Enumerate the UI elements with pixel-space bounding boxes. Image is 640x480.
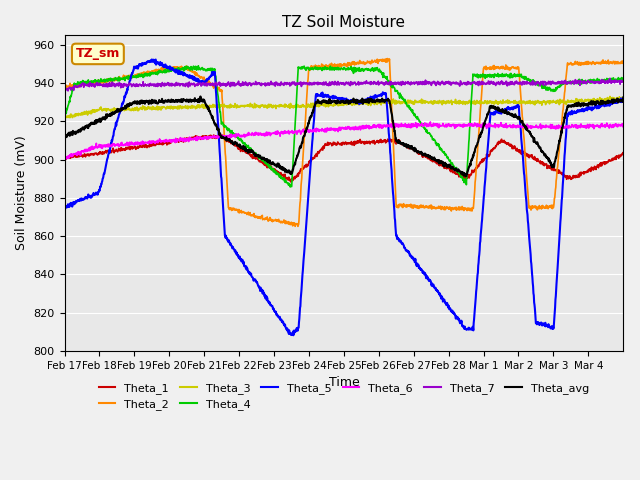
- Theta_7: [584, 78, 591, 84]
- Theta_1: [61, 155, 68, 160]
- Theta_avg: [61, 134, 68, 140]
- Theta_6: [347, 127, 355, 132]
- Line: Theta_7: Theta_7: [65, 79, 623, 91]
- Text: TZ_sm: TZ_sm: [76, 48, 120, 60]
- Theta_2: [314, 66, 321, 72]
- Theta_7: [620, 78, 627, 84]
- Y-axis label: Soil Moisture (mV): Soil Moisture (mV): [15, 136, 28, 251]
- X-axis label: Time: Time: [328, 376, 359, 389]
- Theta_4: [348, 64, 355, 70]
- Theta_5: [314, 92, 322, 97]
- Theta_7: [347, 79, 355, 84]
- Theta_avg: [446, 163, 454, 168]
- Theta_6: [620, 124, 627, 130]
- Theta_1: [161, 140, 168, 145]
- Theta_6: [72, 151, 79, 156]
- Theta_avg: [462, 173, 470, 179]
- Theta_6: [447, 123, 454, 129]
- Theta_avg: [196, 94, 204, 99]
- Theta_7: [72, 83, 79, 88]
- Theta_5: [584, 106, 592, 112]
- Line: Theta_1: Theta_1: [65, 135, 623, 182]
- Theta_7: [64, 88, 72, 94]
- Line: Theta_5: Theta_5: [65, 60, 623, 335]
- Theta_6: [426, 119, 434, 125]
- Theta_1: [210, 132, 218, 138]
- Theta_2: [447, 205, 454, 211]
- Theta_7: [446, 79, 454, 85]
- Theta_avg: [584, 103, 592, 108]
- Legend: Theta_1, Theta_2, Theta_3, Theta_4, Theta_5, Theta_6, Theta_7, Theta_avg: Theta_1, Theta_2, Theta_3, Theta_4, Thet…: [94, 378, 594, 415]
- Theta_1: [620, 152, 627, 158]
- Theta_4: [161, 70, 168, 75]
- Theta_5: [148, 57, 156, 62]
- Theta_4: [620, 76, 627, 82]
- Theta_avg: [314, 99, 321, 105]
- Theta_3: [71, 113, 79, 119]
- Theta_5: [620, 97, 627, 103]
- Line: Theta_2: Theta_2: [65, 59, 623, 227]
- Theta_avg: [620, 95, 627, 100]
- Theta_5: [348, 97, 355, 103]
- Theta_3: [620, 96, 627, 102]
- Line: Theta_6: Theta_6: [65, 122, 623, 159]
- Line: Theta_3: Theta_3: [65, 96, 623, 118]
- Theta_4: [447, 157, 454, 163]
- Theta_4: [584, 78, 592, 84]
- Theta_1: [287, 179, 294, 185]
- Theta_avg: [347, 99, 355, 105]
- Theta_5: [289, 332, 297, 338]
- Theta_3: [61, 115, 68, 121]
- Theta_6: [584, 122, 592, 128]
- Theta_7: [61, 88, 68, 94]
- Line: Theta_4: Theta_4: [65, 66, 623, 187]
- Theta_7: [314, 80, 321, 85]
- Theta_3: [314, 102, 321, 108]
- Theta_2: [61, 84, 68, 90]
- Theta_2: [620, 60, 627, 65]
- Theta_5: [447, 306, 454, 312]
- Theta_2: [161, 67, 168, 73]
- Theta_6: [161, 137, 169, 143]
- Theta_avg: [71, 130, 79, 136]
- Theta_avg: [161, 100, 168, 106]
- Title: TZ Soil Moisture: TZ Soil Moisture: [282, 15, 405, 30]
- Theta_2: [347, 63, 355, 69]
- Theta_5: [61, 204, 68, 209]
- Theta_2: [383, 56, 391, 61]
- Theta_2: [71, 84, 79, 89]
- Theta_5: [161, 64, 169, 70]
- Theta_4: [61, 115, 68, 120]
- Theta_4: [287, 184, 294, 190]
- Theta_2: [584, 59, 592, 64]
- Theta_5: [71, 201, 79, 206]
- Theta_7: [606, 76, 614, 82]
- Theta_2: [294, 224, 302, 229]
- Theta_6: [314, 127, 321, 132]
- Theta_3: [445, 100, 453, 106]
- Theta_1: [447, 168, 454, 174]
- Theta_1: [348, 141, 355, 146]
- Theta_3: [346, 101, 354, 107]
- Line: Theta_avg: Theta_avg: [65, 96, 623, 176]
- Theta_4: [314, 67, 322, 72]
- Theta_1: [584, 167, 592, 173]
- Theta_7: [161, 80, 169, 86]
- Theta_4: [195, 63, 202, 69]
- Theta_3: [161, 104, 168, 110]
- Theta_1: [314, 149, 322, 155]
- Theta_6: [61, 155, 68, 160]
- Theta_6: [63, 156, 70, 162]
- Theta_3: [584, 97, 591, 103]
- Theta_1: [71, 152, 79, 157]
- Theta_3: [606, 94, 614, 99]
- Theta_4: [71, 82, 79, 87]
